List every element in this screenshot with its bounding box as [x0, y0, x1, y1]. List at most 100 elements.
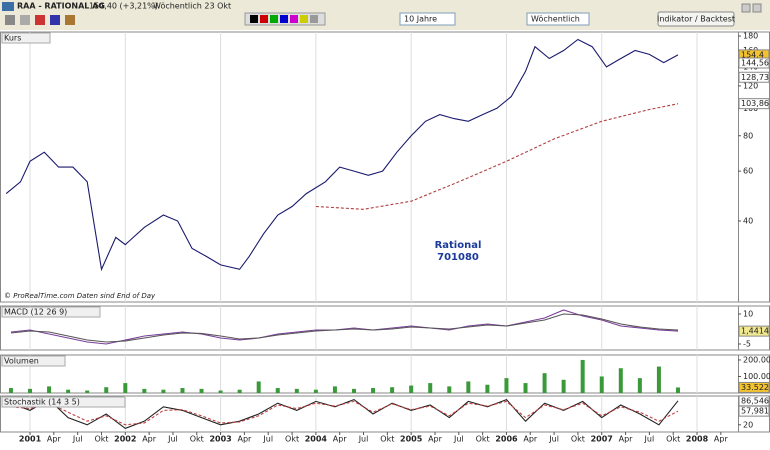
- volume-bar: [409, 385, 414, 393]
- volume-bar: [199, 388, 204, 393]
- interval-select[interactable]: [526, 12, 590, 26]
- x-tick-label: 2008: [686, 435, 709, 444]
- volume-bar: [332, 386, 337, 393]
- y-tick-label: 40: [743, 216, 753, 225]
- swatch[interactable]: [270, 15, 278, 23]
- swatch[interactable]: [260, 15, 268, 23]
- source-note: © ProRealTime.com Daten sind End of Day: [4, 292, 156, 300]
- swatch[interactable]: [310, 15, 318, 23]
- value-marker: [738, 381, 770, 393]
- series-line: [5, 38, 679, 272]
- indicator-button[interactable]: [657, 11, 735, 27]
- window-button[interactable]: [752, 3, 762, 13]
- interval-text: Wöchentlich: [531, 15, 580, 24]
- tool-icons[interactable]: [5, 15, 75, 25]
- volume-bar: [275, 388, 280, 393]
- x-tick-label: Jul: [72, 435, 83, 444]
- volume-bar: [428, 383, 433, 393]
- range-select[interactable]: [399, 12, 456, 26]
- x-tick-label: Okt: [476, 435, 490, 444]
- volume-bar: [390, 387, 395, 393]
- swatch[interactable]: [290, 15, 298, 23]
- panel-title: Volumen: [4, 357, 39, 366]
- volume-bar: [237, 389, 242, 393]
- series-line: [315, 103, 679, 210]
- x-tick-label: Apr: [523, 435, 538, 444]
- tool[interactable]: [35, 15, 45, 25]
- x-tick-label: Apr: [428, 435, 443, 444]
- y-tick-label: 120: [743, 81, 758, 90]
- volume-bar: [580, 359, 585, 393]
- y-tick-label: 60: [743, 167, 753, 176]
- annotation: Rational: [435, 240, 482, 251]
- panel-label-box: [1, 306, 101, 318]
- volume-bar: [675, 387, 680, 393]
- x-tick-label: Okt: [285, 435, 299, 444]
- y-tick-label: -5: [743, 340, 751, 349]
- y-tick-label: 20: [743, 420, 753, 429]
- volume-bar: [599, 376, 604, 393]
- volume-bar: [656, 366, 661, 393]
- range-text: 10 Jahre: [404, 15, 437, 24]
- volume-bar: [485, 384, 490, 393]
- tool[interactable]: [50, 15, 60, 25]
- value-marker: [738, 405, 770, 417]
- volume-bar: [504, 378, 509, 393]
- period: Wöchentlich 23 Okt: [153, 2, 231, 11]
- value-marker-label: 57,981: [741, 407, 769, 416]
- panel: [0, 31, 739, 303]
- panel-title: Stochastik (14 3 5): [4, 398, 80, 407]
- swatch[interactable]: [250, 15, 258, 23]
- toolbar-bg: [0, 0, 770, 30]
- annotation: 701080: [437, 252, 479, 263]
- x-tick-label: 2001: [19, 435, 42, 444]
- volume-bar: [218, 390, 223, 393]
- value-marker: [738, 98, 770, 110]
- swatch[interactable]: [280, 15, 288, 23]
- volume-bar: [142, 388, 147, 393]
- x-tick-label: 2003: [209, 435, 231, 444]
- y-tick-label: 10: [743, 310, 753, 319]
- volume-bar: [618, 368, 623, 393]
- quote: 154,40 (+3,21%): [89, 2, 158, 11]
- volume-bar: [371, 388, 376, 393]
- y-tick-label: 80: [743, 131, 753, 140]
- volume-bar: [104, 387, 109, 393]
- x-tick-label: Okt: [380, 435, 394, 444]
- x-tick-label: Apr: [142, 435, 157, 444]
- x-tick-label: Jul: [644, 435, 655, 444]
- symbol: RAA - RATIONAL AG: [17, 2, 105, 11]
- window-button[interactable]: [741, 3, 751, 13]
- panel-title: Kurs: [4, 34, 21, 43]
- tool[interactable]: [5, 15, 15, 25]
- tool[interactable]: [20, 15, 30, 25]
- color-palette[interactable]: [244, 12, 326, 26]
- y-tick-label: 100.000: [743, 372, 770, 381]
- volume-bar: [523, 383, 528, 393]
- value-marker-label: 33.522: [741, 383, 769, 392]
- x-tick-label: 2005: [400, 435, 423, 444]
- x-tick-label: Okt: [94, 435, 108, 444]
- panel: [0, 354, 739, 394]
- series-line: [10, 313, 679, 343]
- volume-bar: [28, 388, 33, 393]
- series-line: [10, 400, 679, 426]
- panel-title: MACD (12 26 9): [4, 308, 67, 317]
- value-marker-label: 86,546: [741, 396, 769, 405]
- value-marker-label: 154,4: [741, 50, 764, 59]
- app-icon: [2, 2, 14, 11]
- value-marker-label: 128,73: [741, 73, 769, 82]
- value-marker-label: 144,56: [741, 58, 769, 67]
- x-tick-label: 2006: [495, 435, 518, 444]
- x-tick-label: Okt: [666, 435, 680, 444]
- value-marker: [738, 57, 770, 69]
- volume-bar: [85, 390, 90, 393]
- x-tick-label: Apr: [619, 435, 634, 444]
- tool[interactable]: [65, 15, 75, 25]
- volume-bar: [294, 388, 299, 393]
- volume-bar: [256, 381, 261, 393]
- swatch[interactable]: [300, 15, 308, 23]
- y-tick-label: 180: [743, 32, 758, 41]
- volume-bar: [8, 388, 13, 393]
- x-tick-label: Apr: [333, 435, 348, 444]
